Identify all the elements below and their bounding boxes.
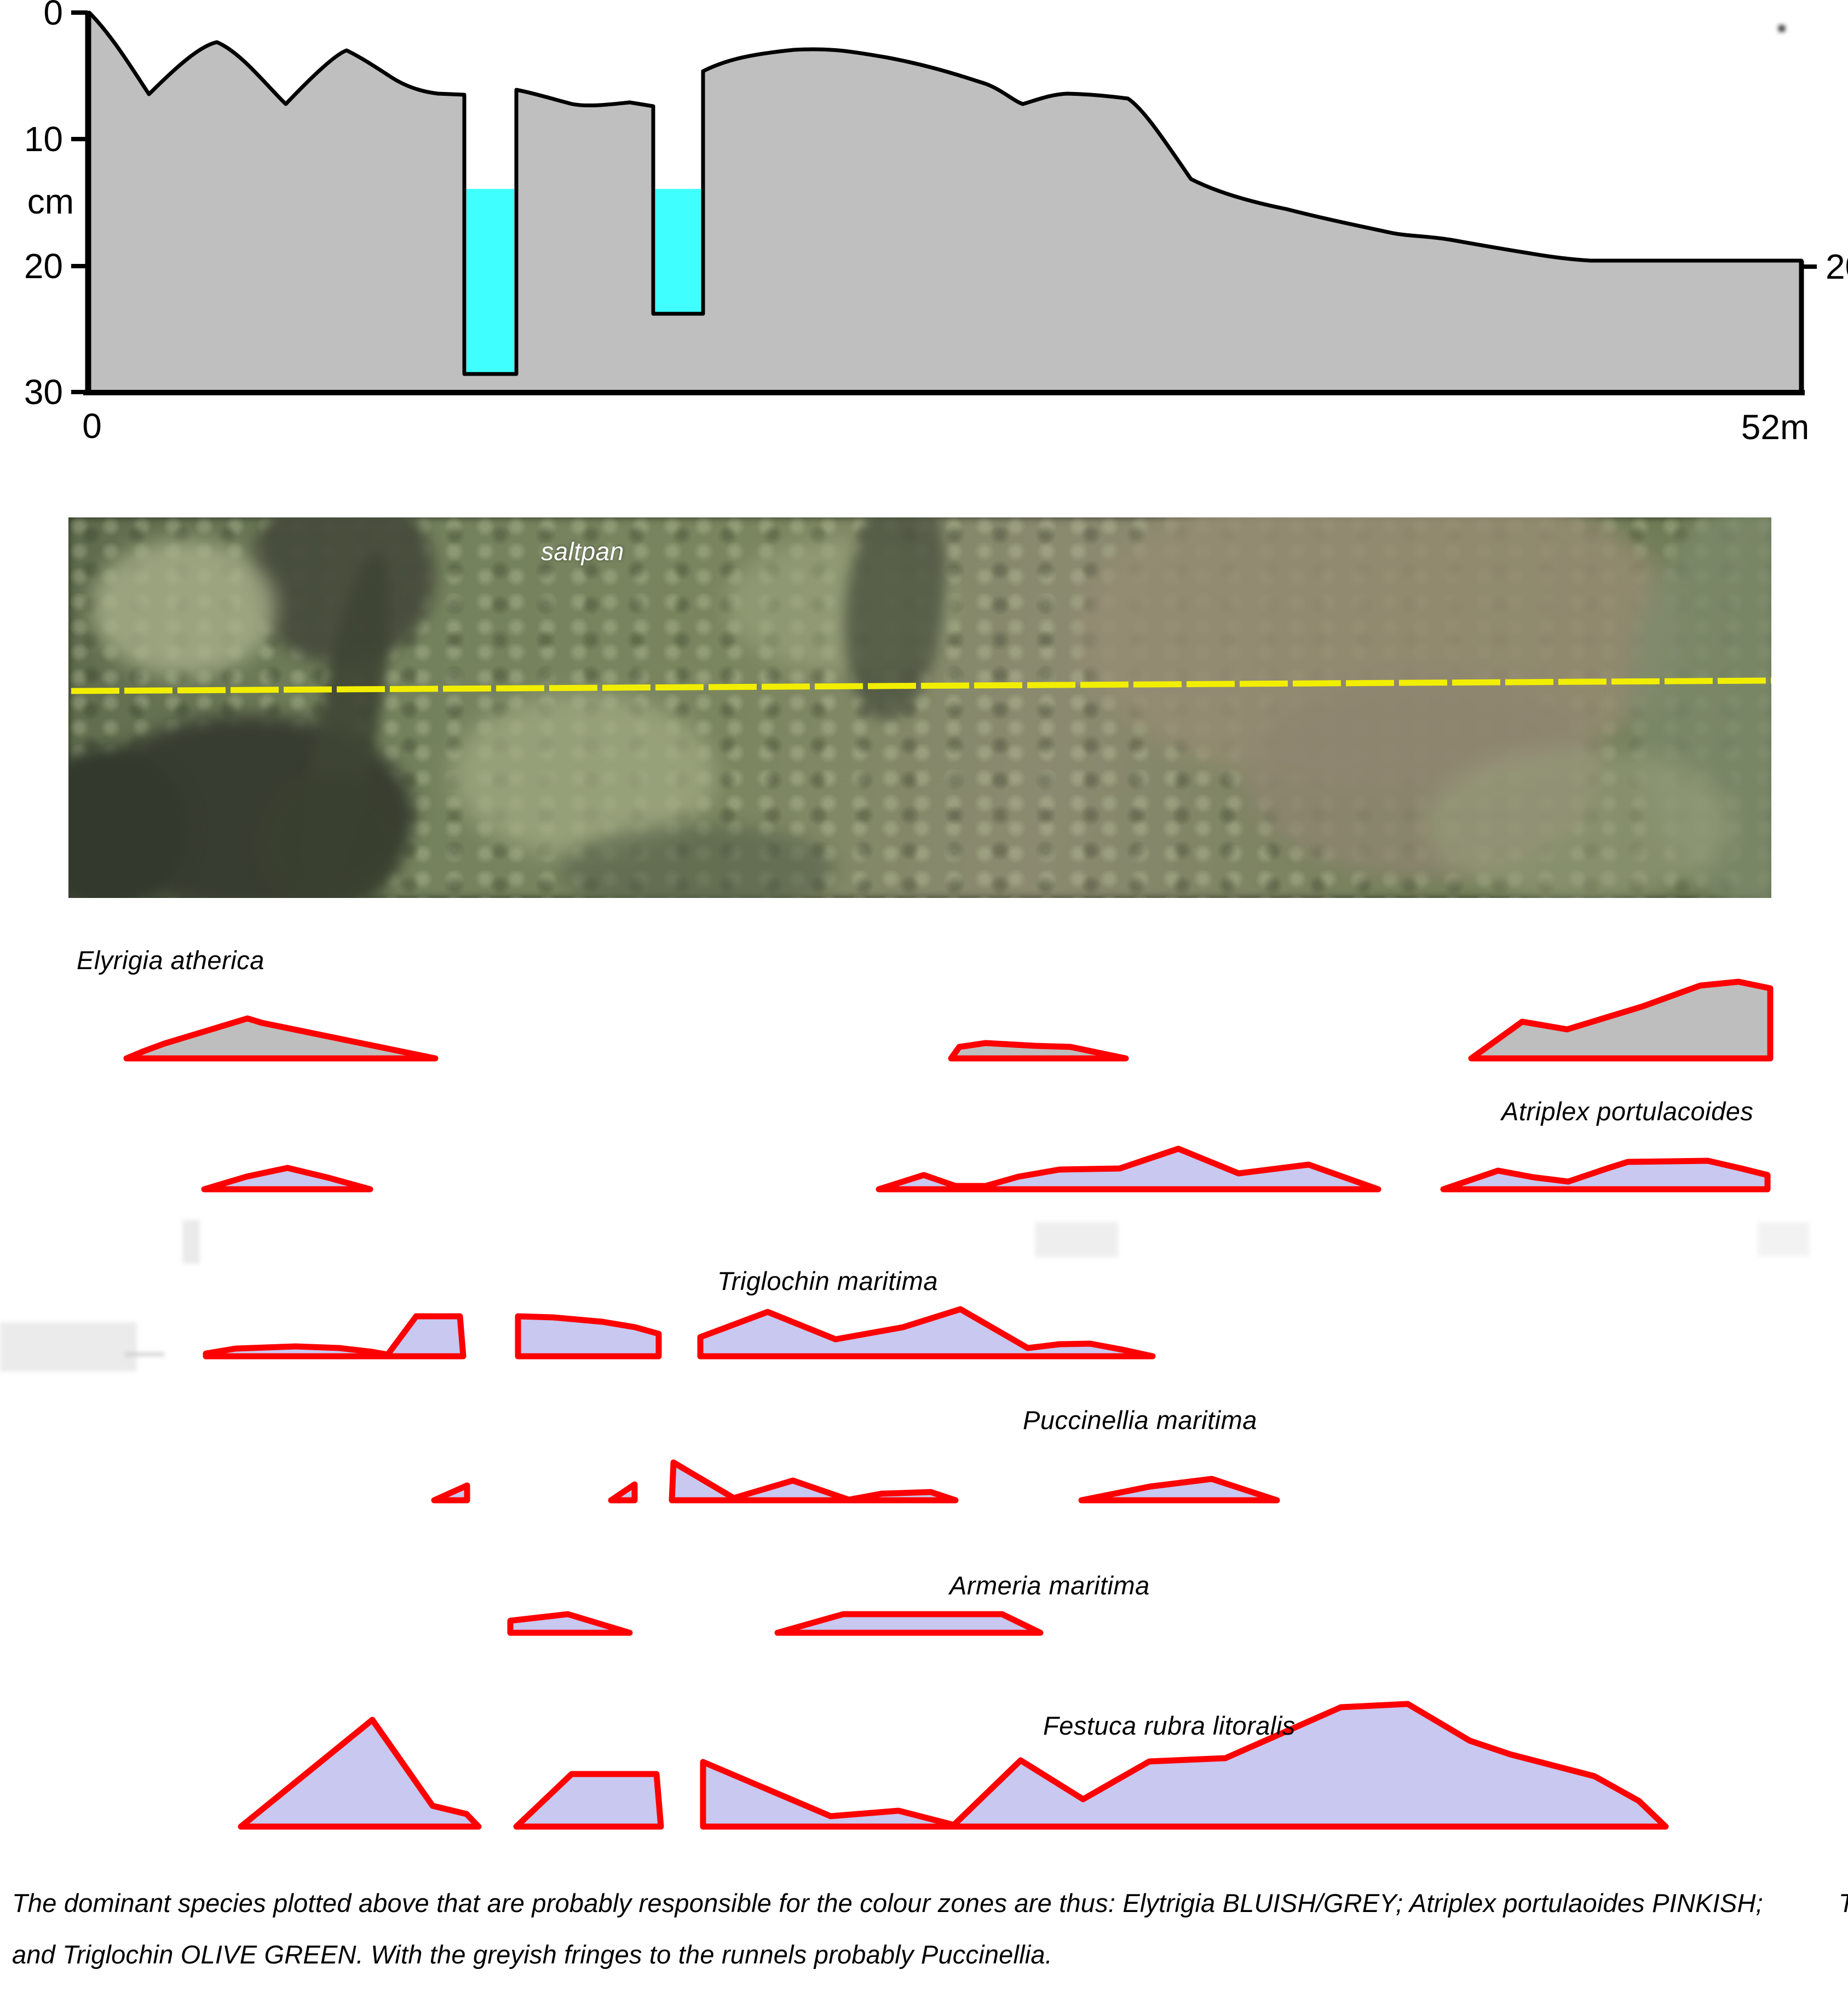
runnel-water-2	[655, 189, 701, 313]
kite-elyrigia-atherica-1	[123, 1015, 439, 1062]
kite-puccinellia-maritima-3	[669, 1459, 959, 1504]
kite-puccinellia-maritima-1	[431, 1482, 470, 1504]
kite-triglochin-maritima-2	[515, 1313, 662, 1360]
caption-edge-fragment: T	[1839, 1888, 1848, 1918]
kite-festuca-rubra-litoralis-1	[238, 1717, 482, 1830]
y-right-tick-label: 20	[1826, 247, 1848, 286]
y-axis-unit-label: cm	[27, 182, 74, 221]
y-tick-label-0: 0	[43, 0, 63, 32]
species-label-5: Armeria maritima	[949, 1571, 1150, 1600]
profile-axis-labels: 0 10 20 30 cm 20 0 52m	[24, 0, 1848, 447]
x-start-label: 0	[82, 406, 102, 446]
artifact-1	[0, 1322, 137, 1372]
x-end-label: 52m	[1741, 407, 1810, 447]
artifact-5	[125, 1352, 164, 1356]
runnel-water-1	[467, 189, 514, 373]
kite-triglochin-maritima-3	[697, 1306, 1156, 1360]
artifact-6	[1778, 25, 1785, 32]
photo-patch-6	[90, 539, 277, 676]
photo-patch-14	[561, 824, 835, 898]
land-outline	[87, 10, 1804, 395]
kite-armeria-maritima-2	[774, 1611, 1044, 1636]
photo-patch-13	[1426, 747, 1733, 898]
kite-puccinellia-maritima-2	[608, 1481, 638, 1504]
artifact-2	[182, 1220, 200, 1264]
y-tick-label-30: 30	[24, 372, 63, 412]
caption-line-1: The dominant species plotted above that …	[12, 1888, 1763, 1917]
kite-puccinellia-maritima-4	[1078, 1476, 1280, 1504]
kite-festuca-rubra-litoralis-2	[513, 1771, 664, 1830]
artifact-4	[1758, 1222, 1810, 1256]
caption-line-2: and Triglochin OLIVE GREEN. With the gre…	[12, 1940, 1053, 1969]
artifact-3	[1035, 1222, 1118, 1257]
species-label-2: Atriplex portulacoides	[1501, 1097, 1754, 1126]
kite-armeria-maritima-1	[507, 1611, 633, 1636]
y-tick-label-20: 20	[24, 246, 63, 286]
elevation-profile-chart: 0 10 20 30 cm 20 0 52m	[24, 0, 1848, 447]
profile-outline	[87, 10, 1804, 395]
kite-atriplex-portulacoides-2	[876, 1145, 1381, 1193]
kite-elyrigia-atherica-3	[1468, 978, 1774, 1062]
kite-atriplex-portulacoides-3	[1440, 1158, 1771, 1193]
kite-atriplex-portulacoides-1	[201, 1165, 373, 1193]
kite-triglochin-maritima-1	[203, 1313, 467, 1360]
species-label-6: Festuca rubra litoralis	[1043, 1711, 1296, 1740]
species-label-1: Elyrigia atherica	[77, 946, 264, 975]
photo-patch-5	[260, 775, 402, 898]
runnel-water-group	[467, 189, 701, 373]
saltpan-label: saltpan	[541, 537, 624, 566]
y-tick-label-10: 10	[24, 119, 63, 159]
profile-axes	[71, 10, 1817, 395]
species-label-3: Triglochin maritima	[717, 1266, 938, 1295]
species-label-4: Puccinellia maritima	[1023, 1406, 1257, 1435]
aerial-photo-strip	[68, 517, 1771, 898]
kite-elyrigia-atherica-2	[948, 1040, 1129, 1062]
